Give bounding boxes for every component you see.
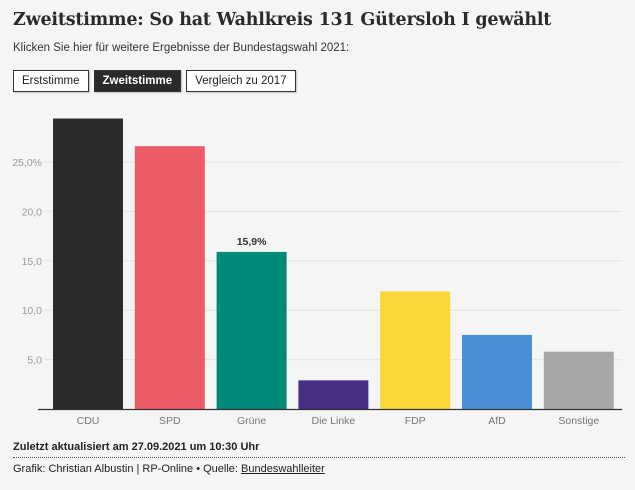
subtitle: Klicken Sie hier für weitere Ergebnisse … — [13, 42, 350, 54]
bar-sonstige — [543, 351, 614, 409]
x-tick-label: SPD — [159, 415, 181, 427]
x-tick-label: Die Linke — [312, 415, 356, 427]
bar-afd — [462, 334, 532, 409]
data-label: 15,9% — [237, 236, 267, 248]
bar-spd — [134, 146, 205, 409]
y-tick-label: 15,0 — [22, 256, 43, 268]
bar-die-linke — [298, 380, 369, 409]
y-tick-label: 20,0 — [22, 206, 43, 218]
bar-fdp — [380, 291, 451, 409]
x-tick-label: Grüne — [237, 415, 266, 427]
divider — [13, 457, 625, 458]
bar-grüne — [216, 251, 287, 409]
view-toggle: Erststimme Zweitstimme Vergleich zu 2017 — [13, 70, 296, 92]
page-title: Zweitstimme: So hat Wahlkreis 131 Güters… — [13, 10, 552, 30]
zweitstimme-button[interactable]: Zweitstimme — [93, 70, 182, 92]
x-tick-label: AfD — [488, 415, 506, 427]
bar-chart: 5,0 10,0 15,0 20,0 25,0% CDU SPD Grüne 15,9% Die … — [12, 118, 622, 427]
y-tick-label: 10,0 — [22, 305, 43, 317]
bar-cdu — [53, 118, 123, 409]
credit-text: Grafik: Christian Albustin | RP-Online •… — [13, 463, 242, 475]
credit-line: Grafik: Christian Albustin | RP-Online •… — [13, 463, 325, 475]
x-tick-label: CDU — [77, 415, 100, 427]
y-tick-label: 25,0% — [12, 157, 42, 169]
last-updated: Zuletzt aktualisiert am 27.09.2021 um 10… — [13, 441, 260, 453]
y-tick-label: 5,0 — [27, 355, 42, 367]
erststimme-button[interactable]: Erststimme — [13, 70, 89, 92]
source-link[interactable]: Bundeswahlleiter — [241, 463, 325, 475]
x-tick-label: Sonstige — [558, 415, 599, 427]
x-tick-label: FDP — [405, 415, 426, 427]
vergleich-2017-button[interactable]: Vergleich zu 2017 — [186, 70, 296, 92]
